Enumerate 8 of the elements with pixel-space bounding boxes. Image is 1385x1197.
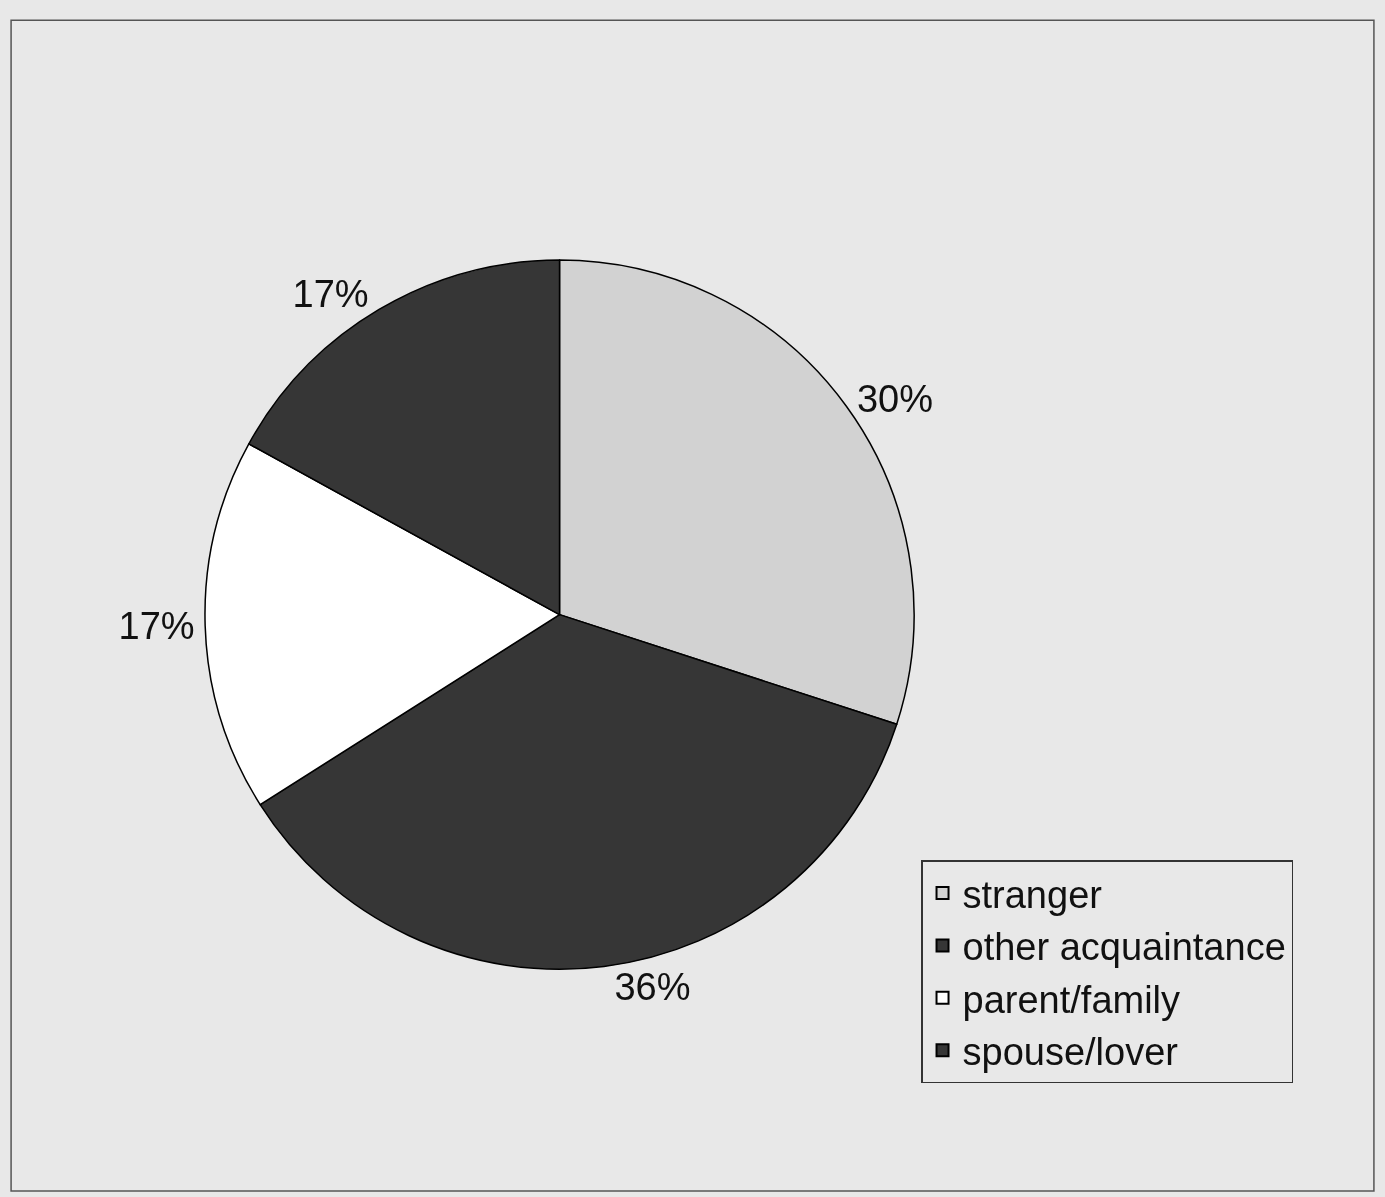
legend-label: other acquaintance [962,926,1286,969]
legend-label: stranger [962,873,1103,916]
legend-label: parent/family [962,978,1181,1021]
data-label: 30% [856,378,933,420]
data-label: 17% [292,272,369,315]
data-label: 17% [118,604,195,647]
data-label: 36% [614,966,691,1009]
legend-label: spouse/lover [962,1031,1179,1074]
